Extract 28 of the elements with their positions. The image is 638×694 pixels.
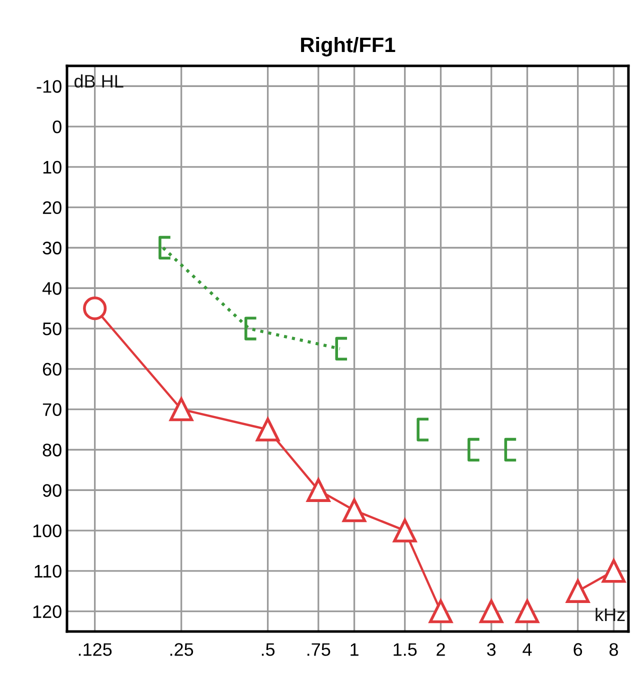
y-tick-label: 50 xyxy=(42,322,62,336)
y-tick-label: 0 xyxy=(52,120,62,134)
y-tick-label: 30 xyxy=(42,242,62,254)
x-tick-label: 6 xyxy=(574,643,582,656)
x-tick-label: .75 xyxy=(307,643,330,656)
x-tick-label: .125 xyxy=(78,643,112,656)
x-tick-label: 2 xyxy=(436,643,445,656)
annotation: dB HL xyxy=(74,74,124,88)
y-tick-label: 100 xyxy=(33,524,62,538)
x-tick-label: .5 xyxy=(262,643,275,656)
x-tick-label: .25 xyxy=(170,643,194,656)
x-tick-label: 3 xyxy=(487,643,496,656)
annotation: kHz xyxy=(596,608,625,622)
y-tick-label: 20 xyxy=(42,201,62,214)
y-tick-label: 110 xyxy=(34,564,62,578)
x-tick-label: 1 xyxy=(350,643,358,656)
y-tick-label: 90 xyxy=(42,484,62,497)
x-tick-label: 1.5 xyxy=(394,643,417,656)
y-tick-label: 60 xyxy=(42,362,62,376)
x-tick-label: 4 xyxy=(522,643,532,656)
y-tick-label: 70 xyxy=(42,403,62,416)
y-tick-label: 120 xyxy=(33,605,62,618)
y-tick-label: -10 xyxy=(36,80,62,93)
y-tick-label: 80 xyxy=(42,444,62,456)
chart-title: Right/FF1 xyxy=(301,36,396,56)
x-tick-label: 8 xyxy=(610,643,618,656)
y-tick-label: 10 xyxy=(43,160,62,174)
y-tick-label: 40 xyxy=(42,282,62,295)
